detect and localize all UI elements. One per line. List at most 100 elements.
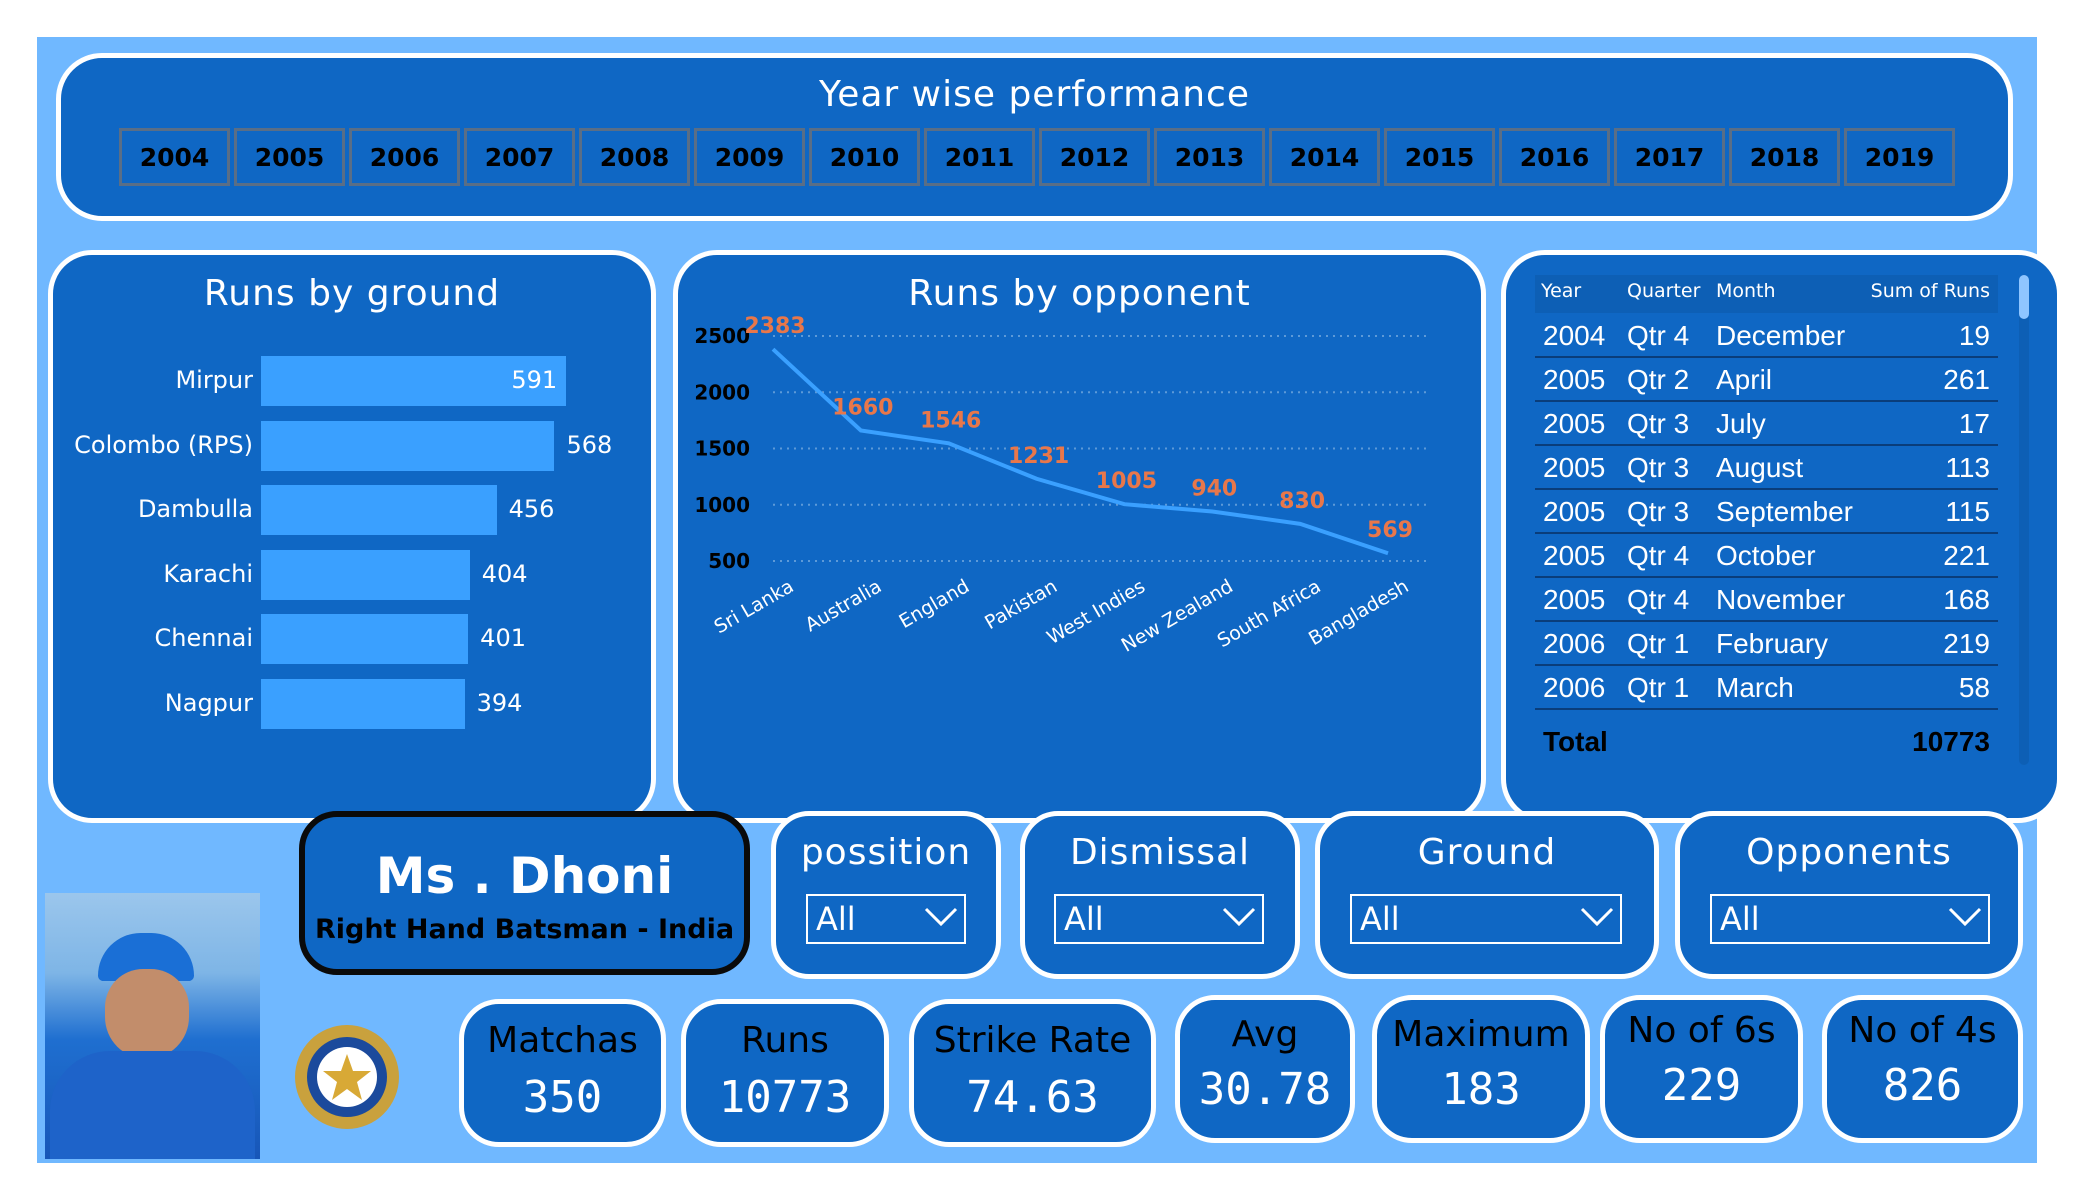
cell-month: August [1716, 452, 1804, 483]
column-sum-of-runs[interactable]: Sum of Runs [1870, 280, 1990, 302]
cell-month: February [1716, 628, 1829, 659]
table-row[interactable]: 2005 Qtr 4 November 168 [1535, 578, 1998, 622]
filter-ground-value: All [1360, 900, 1400, 938]
kpi-sixes-value: 229 [1661, 1060, 1742, 1111]
year-buttons: 2004 2005 2006 2007 2008 2009 2010 2011 2012 2013… [119, 128, 1955, 186]
cell-year: 2005 [1543, 364, 1606, 395]
y-tick-label: 1000 [694, 493, 750, 517]
cell-quarter: Qtr 2 [1627, 364, 1690, 395]
table-row[interactable]: 2005 Qtr 4 October 221 [1535, 534, 1998, 578]
year-button-2017[interactable]: 2017 [1614, 128, 1725, 186]
runs-by-opponent-title: Runs by opponent [908, 273, 1251, 314]
filter-ground-label: Ground [1417, 832, 1557, 873]
year-button-2018[interactable]: 2018 [1729, 128, 1840, 186]
y-tick-label: 500 [708, 549, 750, 573]
table-row[interactable]: 2006 Qtr 1 March 58 [1535, 666, 1998, 710]
column-quarter[interactable]: Quarter [1627, 280, 1701, 302]
table-row[interactable]: 2005 Qtr 3 August 113 [1535, 446, 1998, 490]
kpi-runs-value: 10773 [718, 1072, 852, 1123]
table-total-row: Total 10773 [1535, 720, 1998, 764]
bcci-logo-icon [292, 1022, 402, 1132]
year-button-2006[interactable]: 2006 [349, 128, 460, 186]
cell-quarter: Qtr 3 [1627, 496, 1690, 527]
filter-dismissal-dropdown[interactable]: All [1054, 894, 1264, 944]
filter-opponents-dropdown[interactable]: All [1710, 894, 1990, 944]
year-button-2019[interactable]: 2019 [1844, 128, 1955, 186]
filter-possition-dropdown[interactable]: All [806, 894, 966, 944]
year-button-2011[interactable]: 2011 [924, 128, 1035, 186]
table-row[interactable]: 2005 Qtr 3 July 17 [1535, 402, 1998, 446]
x-category-label: Sri Lanka [710, 575, 797, 638]
cell-month: December [1716, 320, 1846, 351]
ground-category-label: Dambulla [137, 495, 253, 523]
chevron-down-icon [1580, 907, 1614, 927]
cell-runs: 221 [1943, 540, 1990, 571]
ground-bar[interactable] [261, 356, 567, 406]
kpi-strike-rate: Strike Rate 74.63 [909, 999, 1156, 1147]
runs-by-opponent-panel: Runs by opponent 2500 2000 1500 1000 500 2383… [673, 250, 1486, 823]
cell-year: 2005 [1543, 540, 1606, 571]
total-label: Total [1543, 726, 1608, 757]
cell-quarter: Qtr 1 [1627, 672, 1690, 703]
year-button-2015[interactable]: 2015 [1384, 128, 1495, 186]
table-scrollbar[interactable] [2019, 275, 2029, 765]
opponent-data-label: 830 [1279, 489, 1325, 514]
player-role: Right Hand Batsman - India [314, 914, 735, 945]
cell-year: 2005 [1543, 452, 1606, 483]
filter-possition: possition All [771, 811, 1001, 979]
kpi-runs-label: Runs [741, 1020, 829, 1061]
opponent-data-label: 569 [1367, 518, 1413, 543]
kpi-maximum-value: 183 [1441, 1064, 1521, 1115]
ground-bar-value: 404 [481, 559, 528, 588]
year-button-2008[interactable]: 2008 [579, 128, 690, 186]
total-value: 10773 [1912, 726, 1990, 757]
filter-ground-dropdown[interactable]: All [1350, 894, 1622, 944]
cell-runs: 219 [1943, 628, 1990, 659]
scrollbar-thumb[interactable] [2019, 275, 2029, 319]
year-button-2004[interactable]: 2004 [119, 128, 230, 186]
kpi-sixes-label: No of 6s [1627, 1010, 1776, 1051]
opponent-data-label: 1546 [920, 408, 981, 433]
year-button-2016[interactable]: 2016 [1499, 128, 1610, 186]
ground-bar[interactable] [261, 614, 469, 664]
player-face [105, 969, 189, 1059]
table-row[interactable]: 2005 Qtr 3 September 115 [1535, 490, 1998, 534]
year-button-2010[interactable]: 2010 [809, 128, 920, 186]
cell-quarter: Qtr 4 [1627, 320, 1690, 351]
year-button-2005[interactable]: 2005 [234, 128, 345, 186]
year-button-2012[interactable]: 2012 [1039, 128, 1150, 186]
ground-bar[interactable] [261, 485, 497, 535]
opponent-data-label: 2383 [744, 314, 805, 339]
runs-by-opponent-chart: 2500 2000 1500 1000 500 2383 Sri Lanka 1660 Aust… [694, 314, 1430, 657]
opponent-series-line[interactable] [771, 347, 1389, 556]
kpi-fours-value: 826 [1882, 1060, 1963, 1111]
player-card: Ms . Dhoni Right Hand Batsman - India [299, 811, 750, 975]
year-slicer-title: Year wise performance [818, 74, 1250, 115]
year-button-2014[interactable]: 2014 [1269, 128, 1380, 186]
year-button-2009[interactable]: 2009 [694, 128, 805, 186]
cell-quarter: Qtr 4 [1627, 584, 1690, 615]
year-slicer-panel: Year wise performance 2004 2005 2006 2007 20… [56, 53, 2013, 221]
column-month[interactable]: Month [1716, 280, 1776, 302]
cell-runs: 115 [1945, 496, 1990, 527]
opponent-data-label: 940 [1191, 477, 1237, 502]
kpi-maximum-label: Maximum [1392, 1014, 1570, 1055]
ground-bar[interactable] [261, 420, 555, 471]
table-row[interactable]: 2004 Qtr 4 December 19 [1535, 314, 1998, 358]
filter-ground: Ground All [1315, 811, 1659, 979]
column-year[interactable]: Year [1541, 280, 1582, 302]
dashboard-canvas: Year wise performance 2004 2005 2006 2007 20… [37, 37, 2062, 1163]
ground-bar[interactable] [261, 549, 470, 600]
ground-category-label: Nagpur [164, 688, 253, 717]
ground-bar[interactable] [261, 678, 465, 729]
table-row[interactable]: 2005 Qtr 2 April 261 [1535, 358, 1998, 402]
kpi-fours-label: No of 4s [1848, 1010, 1997, 1051]
year-button-2013[interactable]: 2013 [1154, 128, 1265, 186]
table-row[interactable]: 2006 Qtr 1 February 219 [1535, 622, 1998, 666]
cell-runs: 168 [1943, 584, 1990, 615]
table-header-row: Year Quarter Month Sum of Runs [1535, 275, 1998, 313]
kpi-fours: No of 4s 826 [1822, 995, 2023, 1143]
kpi-maximum: Maximum 183 [1372, 995, 1590, 1143]
kpi-strike-rate-value: 74.63 [966, 1072, 1099, 1123]
year-button-2007[interactable]: 2007 [464, 128, 575, 186]
